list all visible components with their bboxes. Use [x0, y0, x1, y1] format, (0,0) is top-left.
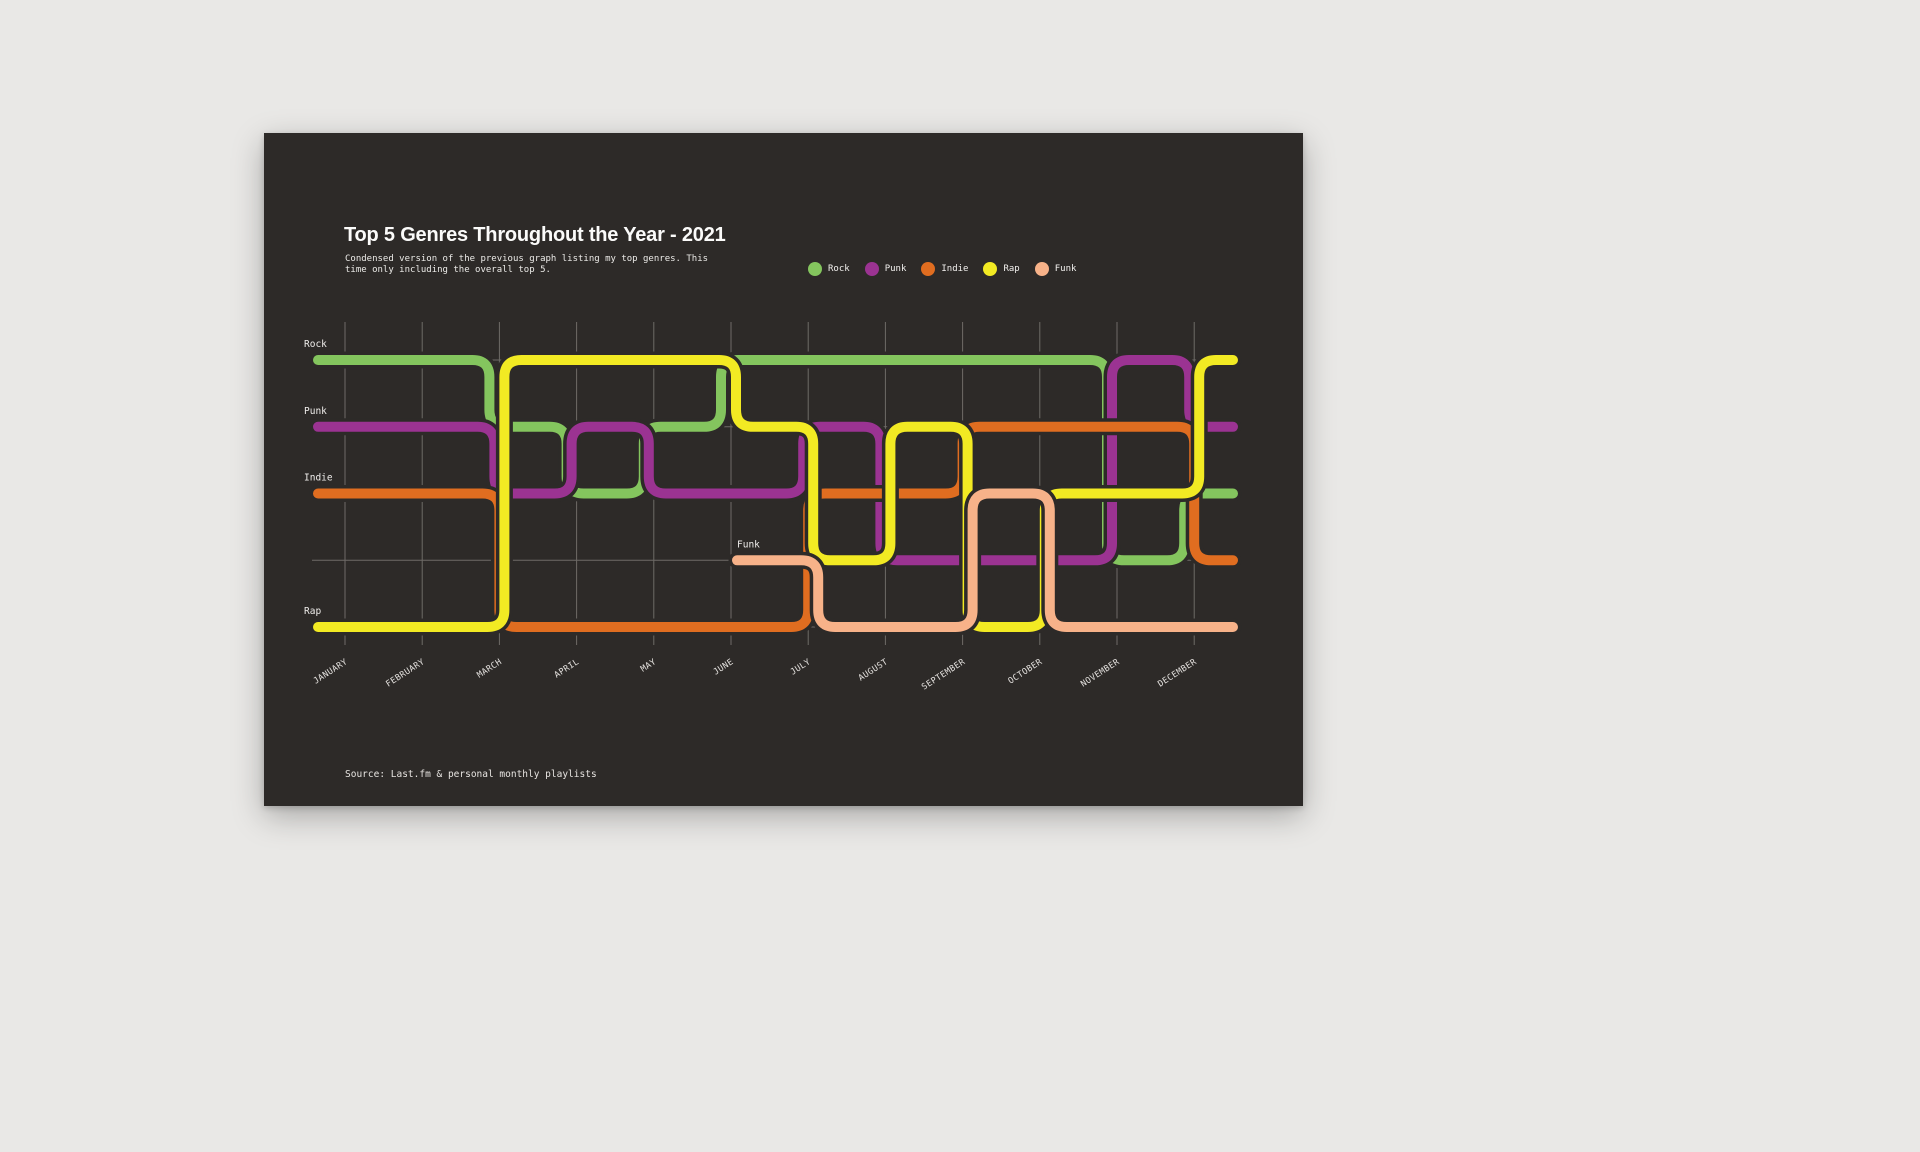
month-label: SEPTEMBER: [920, 657, 967, 693]
genre-labels: Rock Punk Indie Funk Rap: [304, 339, 760, 617]
legend-item-indie: Indie: [921, 262, 968, 276]
legend-swatch-icon: [983, 262, 998, 276]
series-lines: [309, 351, 1242, 636]
series-casing-indie: [309, 418, 1242, 636]
series-line-funk: [732, 488, 1238, 632]
month-label: FEBRUARY: [384, 657, 426, 689]
chart-subtitle: Condensed version of the previous graph …: [345, 254, 708, 276]
chart-subtitle-line2: time only including the overall top 5.: [345, 265, 551, 275]
month-label: MARCH: [475, 657, 504, 680]
legend-label: Rock: [828, 264, 850, 274]
month-label: OCTOBER: [1007, 657, 1045, 687]
legend-label: Rap: [1003, 264, 1020, 274]
legend-label: Indie: [941, 264, 969, 274]
chart-subtitle-line1: Condensed version of the previous graph …: [345, 254, 709, 264]
source-note: Source: Last.fm & personal monthly playl…: [345, 769, 597, 780]
legend-label: Funk: [1054, 264, 1077, 274]
month-label: NOVEMBER: [1079, 657, 1122, 690]
series-casing-rock: [309, 351, 1242, 569]
series-line-indie: [313, 421, 1238, 632]
month-label: JANUARY: [312, 657, 350, 686]
series-line-rap: [313, 355, 1238, 632]
month-label: JULY: [789, 657, 813, 677]
series-casing-punk: [309, 351, 1242, 569]
series-line-rock: [313, 355, 1238, 566]
legend-label: Punk: [884, 264, 907, 274]
gridlines: [312, 322, 1233, 645]
legend: Rock Punk Indie Rap Funk: [808, 261, 1076, 277]
bump-chart-svg: Rock Punk Indie Funk Rap JANUARY FEBRUARY MARCH…: [304, 322, 1242, 693]
legend-item-punk: Punk: [864, 262, 907, 276]
month-labels: JANUARY FEBRUARY MARCH APRIL MAY JUNE JULY AUGU…: [312, 657, 1199, 693]
month-label: MAY: [639, 657, 658, 674]
genre-label-rap: Rap: [304, 606, 321, 617]
legend-swatch-icon: [1034, 262, 1049, 276]
genre-label-rock: Rock: [304, 339, 327, 350]
month-label: AUGUST: [857, 657, 890, 683]
legend-item-rap: Rap: [983, 262, 1020, 276]
genre-label-funk: Funk: [737, 539, 760, 550]
genre-label-punk: Punk: [304, 406, 327, 417]
month-label: JUNE: [712, 657, 736, 677]
legend-swatch-icon: [808, 262, 822, 276]
legend-swatch-icon: [864, 262, 879, 276]
legend-item-funk: Funk: [1034, 262, 1077, 276]
month-label: DECEMBER: [1156, 657, 1199, 690]
chart-card: Rock Punk Indie Funk Rap JANUARY FEBRUARY MARCH…: [264, 133, 1303, 806]
series-line-punk: [313, 355, 1238, 566]
legend-item-rock: Rock: [808, 262, 850, 276]
genre-label-indie: Indie: [304, 473, 333, 484]
legend-swatch-icon: [921, 262, 936, 276]
chart-title: Top 5 Genres Throughout the Year - 2021: [344, 224, 726, 246]
month-label: APRIL: [553, 657, 582, 680]
